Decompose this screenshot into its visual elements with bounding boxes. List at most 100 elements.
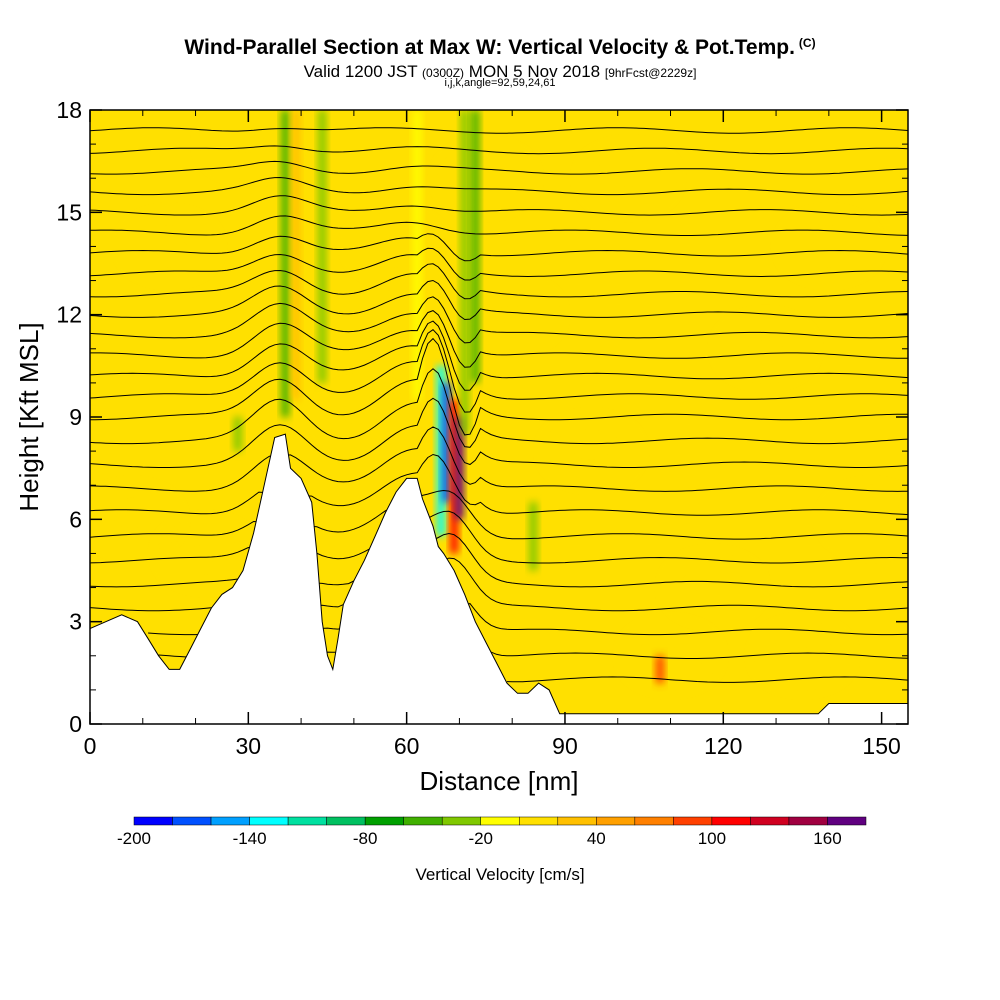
colorbar-swatch — [441, 816, 481, 826]
isentrope — [90, 337, 908, 436]
isentrope — [90, 145, 908, 155]
colorbar-swatch — [172, 816, 212, 826]
isentrope — [90, 233, 908, 262]
valid-time-line: Valid 1200 JST (0300Z) MON 5 Nov 2018 [9… — [303, 62, 697, 81]
colorbar-swatch — [249, 816, 289, 826]
isentrope — [90, 320, 908, 391]
field-patch — [762, 630, 843, 681]
velocity-feature — [655, 655, 664, 684]
x-tick-label: 30 — [236, 733, 262, 759]
velocity-feature — [471, 110, 480, 383]
velocity-feature — [436, 365, 445, 537]
field-patch — [725, 323, 806, 374]
isentrope — [90, 176, 908, 196]
field-patch — [831, 494, 908, 545]
colorbar-swatch — [711, 816, 751, 826]
colorbar-swatch — [287, 816, 327, 826]
y-tick-label: 0 — [69, 711, 82, 737]
colorbar-label: 160 — [813, 829, 841, 848]
isentrope — [90, 296, 908, 344]
field-patch — [472, 289, 553, 340]
colorbar-swatch — [519, 816, 559, 826]
colorbar-label: -80 — [353, 829, 378, 848]
field-patch — [445, 153, 526, 204]
grid-info: i,j,k,angle=92,59,24,61 — [444, 77, 556, 89]
colorbar-swatch — [403, 816, 443, 826]
colorbar-label: 100 — [698, 829, 726, 848]
isentrope — [506, 676, 908, 683]
velocity-feature — [460, 110, 469, 435]
axes: 0 30 60 90 120 150 0 3 6 9 12 15 18 — [56, 97, 908, 759]
chart-title: Wind-Parallel Section at Max W: Vertical… — [184, 36, 816, 59]
colorbar-title: Vertical Velocity [cm/s] — [415, 865, 584, 884]
terrain — [90, 433, 908, 724]
theta-contours — [90, 127, 908, 683]
y-tick-label: 15 — [56, 199, 82, 225]
field-patch — [129, 221, 210, 272]
velocity-feature — [281, 110, 290, 417]
x-tick-label: 60 — [394, 733, 420, 759]
isentrope — [90, 215, 908, 236]
isentrope — [90, 329, 908, 413]
field-patch — [588, 153, 669, 204]
colorbar-swatch — [634, 816, 674, 826]
velocity-feature — [450, 399, 459, 554]
terrain-mask — [90, 433, 908, 724]
field-patch — [551, 426, 632, 477]
y-tick-label: 9 — [69, 404, 82, 430]
field-patch — [672, 562, 753, 613]
colorbar-label: 40 — [587, 829, 606, 848]
colorbar-label: -200 — [117, 829, 151, 848]
isentrope — [90, 510, 908, 564]
isentrope — [90, 368, 908, 448]
isentrope — [90, 127, 908, 134]
isentrope — [90, 247, 908, 281]
field-patch — [92, 494, 173, 545]
y-tick-label: 6 — [69, 506, 82, 532]
isentrope — [158, 651, 908, 659]
y-tick-label: 3 — [69, 609, 82, 635]
colorbar-swatch — [827, 816, 867, 826]
isentrope — [90, 195, 908, 216]
isentrope — [90, 557, 908, 612]
colorbar-label: -20 — [468, 829, 493, 848]
field-patch — [356, 221, 437, 272]
isentrope — [90, 532, 908, 588]
y-tick-label: 12 — [56, 302, 82, 328]
x-axis-title: Distance [nm] — [420, 766, 579, 796]
colorbar-label: -140 — [233, 829, 267, 848]
isentrope — [90, 310, 908, 368]
x-tick-label: 90 — [552, 733, 578, 759]
colorbar-swatch — [750, 816, 790, 826]
velocity-feature — [455, 417, 464, 520]
velocity-feature — [529, 502, 538, 571]
isentrope — [90, 160, 908, 175]
colorbar-swatch — [480, 816, 520, 826]
y-tick-label: 18 — [56, 97, 82, 123]
colorbar-swatch — [788, 816, 828, 826]
field-patch — [324, 392, 405, 442]
colorbar-swatch — [210, 816, 250, 826]
isentrope — [90, 397, 908, 468]
isentrope — [148, 603, 908, 636]
x-tick-label: 0 — [84, 733, 97, 759]
isentrope — [90, 263, 908, 300]
velocity-feature — [233, 417, 242, 452]
x-tick-label: 120 — [704, 733, 742, 759]
isentrope — [90, 426, 908, 492]
isentrope — [90, 279, 908, 321]
field-patch — [630, 630, 711, 681]
velocity-feature — [291, 110, 300, 400]
field-patch — [166, 528, 247, 579]
velocity-feature — [318, 110, 327, 383]
colorbar-swatch — [364, 816, 404, 826]
y-axis-title: Height [Kft MSL] — [14, 322, 44, 511]
isentrope — [90, 489, 908, 540]
field-patch — [208, 119, 289, 170]
colorbar-swatch — [673, 816, 713, 826]
copyright-mark: (C) — [798, 36, 816, 50]
x-tick-label: 150 — [862, 733, 900, 759]
isentrope — [90, 453, 908, 516]
field-patch — [788, 221, 869, 272]
colorbar-swatch — [557, 816, 597, 826]
